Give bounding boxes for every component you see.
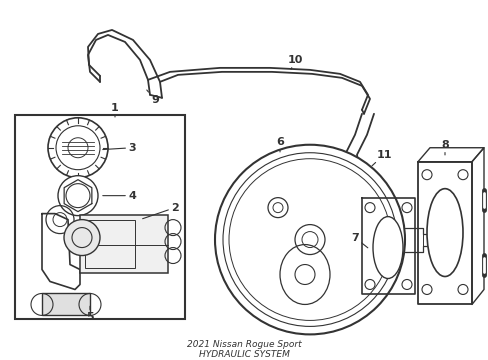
Text: 9: 9: [146, 90, 159, 105]
Bar: [80, 215, 168, 273]
Text: 5: 5: [86, 306, 94, 323]
Text: 6: 6: [276, 137, 284, 152]
Circle shape: [48, 118, 108, 178]
Circle shape: [64, 220, 100, 256]
Text: 2021 Nissan Rogue Sport: 2021 Nissan Rogue Sport: [186, 340, 301, 349]
Text: 3: 3: [102, 143, 136, 153]
Text: 2: 2: [142, 203, 179, 219]
Text: HYDRAULIC SYSTEM: HYDRAULIC SYSTEM: [198, 350, 289, 359]
Text: 11: 11: [371, 150, 391, 166]
Text: 8: 8: [440, 140, 448, 155]
Ellipse shape: [426, 189, 462, 276]
Text: 1: 1: [111, 103, 119, 117]
Bar: [85, 220, 135, 267]
Bar: [15, 115, 184, 319]
Text: 10: 10: [287, 55, 302, 69]
Circle shape: [215, 145, 404, 334]
Ellipse shape: [372, 217, 402, 279]
Bar: [42, 293, 90, 315]
Text: 4: 4: [102, 191, 136, 201]
Circle shape: [58, 176, 98, 216]
Text: 7: 7: [350, 233, 367, 248]
